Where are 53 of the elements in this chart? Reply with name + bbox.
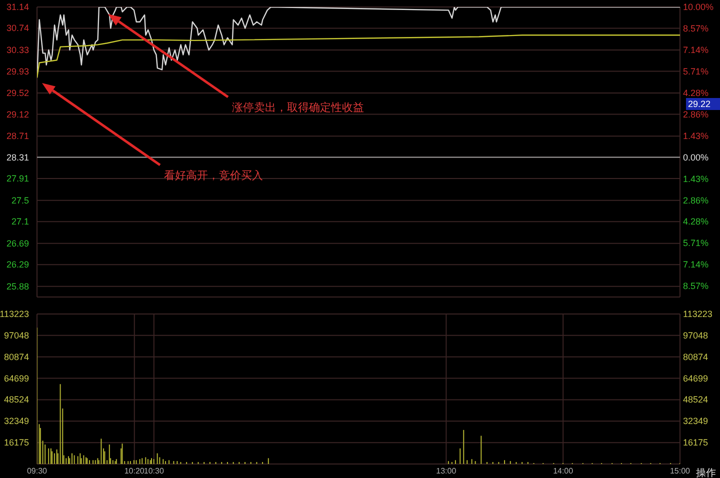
- x-tick-label: 14:00: [553, 466, 574, 476]
- text: 操作: [696, 467, 716, 478]
- y-tick-label: 31.14: [6, 2, 29, 12]
- x-tick-label: 09:30: [26, 466, 48, 476]
- annotation: 涨停卖出，取得确定性收益: [232, 101, 364, 114]
- y-tick-label: 16175: [4, 438, 29, 448]
- y-tick-label: 32349: [4, 416, 29, 426]
- y2-tick-label: 8.57%: [683, 281, 709, 292]
- y2-tick-label: 4.28%: [683, 88, 709, 98]
- y2-tick-label: 5.71%: [683, 238, 709, 248]
- x-tick-label: 10:20: [124, 466, 145, 476]
- y2-tick-label: 80874: [683, 352, 708, 362]
- y2-tick-label: 2.86%: [683, 195, 709, 206]
- text: 29.22: [688, 99, 711, 109]
- y2-tick-label: 16175: [683, 438, 708, 448]
- y-tick-label: 27.1: [11, 216, 29, 227]
- y2-tick-label: 32349: [683, 416, 708, 426]
- x-tick-label: 15:00: [670, 466, 691, 476]
- y2-tick-label: 7.14%: [683, 260, 709, 270]
- y-tick-label: 64699: [4, 373, 29, 384]
- y2-tick-label: 64699: [683, 373, 708, 384]
- y-tick-label: 26.69: [6, 238, 29, 248]
- x-tick-label: 13:00: [436, 466, 457, 476]
- y-tick-label: 113223: [0, 309, 29, 319]
- y-tick-label: 80874: [4, 352, 29, 362]
- y2-tick-label: 0.00%: [683, 152, 709, 162]
- y2-tick-label: 10.00%: [683, 2, 714, 12]
- y-tick-label: 28.31: [6, 152, 29, 162]
- y-tick-label: 27.91: [6, 174, 29, 184]
- y2-tick-label: 8.57%: [683, 24, 709, 34]
- y2-tick-label: 48524: [683, 394, 708, 405]
- annotation: 看好高开，竞价买入: [164, 169, 263, 182]
- y2-tick-label: 5.71%: [683, 66, 709, 76]
- y2-tick-label: 113223: [683, 309, 712, 319]
- y-tick-label: 29.52: [6, 88, 29, 98]
- y-tick-label: 27.5: [11, 195, 29, 206]
- line-series: [37, 34, 680, 78]
- y-tick-label: 26.29: [6, 260, 29, 270]
- y2-tick-label: 2.86%: [683, 109, 709, 120]
- y-tick-label: 30.33: [6, 45, 29, 56]
- y2-tick-label: 1.43%: [683, 174, 709, 184]
- y2-tick-label: 97048: [683, 330, 708, 340]
- x-tick-label: 10:30: [144, 466, 164, 476]
- y-tick-label: 28.71: [6, 131, 29, 142]
- y-tick-label: 30.74: [6, 23, 29, 34]
- y2-tick-label: 1.43%: [683, 130, 709, 141]
- y2-tick-label: 4.28%: [683, 216, 709, 227]
- y-tick-label: 48524: [4, 394, 29, 405]
- y-tick-label: 25.88: [6, 281, 29, 292]
- y2-tick-label: 7.14%: [683, 44, 709, 55]
- y-tick-label: 97048: [4, 330, 29, 340]
- y-tick-label: 29.12: [6, 109, 29, 120]
- y-tick-label: 29.93: [6, 66, 29, 76]
